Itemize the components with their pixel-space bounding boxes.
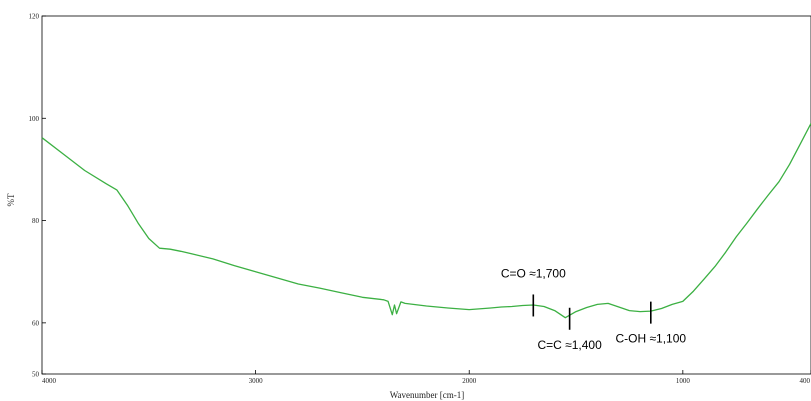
x-tick-label: 400 xyxy=(800,377,811,385)
series-layer xyxy=(41,123,811,319)
y-tick-label: 120 xyxy=(29,13,40,21)
y-tick-label: 60 xyxy=(32,319,40,327)
annotation-label: C=C ≈1,400 xyxy=(537,338,602,352)
x-axis-label: Wavenumber [cm-1] xyxy=(390,390,465,400)
y-tick-label: 80 xyxy=(32,217,40,225)
annotation-label: C-OH ≈1,100 xyxy=(615,332,686,346)
spectrum-line xyxy=(41,123,811,319)
y-axis-ticks: 50 60 80 100 120 xyxy=(29,13,46,379)
x-tick-label: 4000 xyxy=(42,377,57,385)
y-axis-label: %T xyxy=(6,193,16,206)
plot-frame xyxy=(41,15,811,375)
y-tick-label: 100 xyxy=(29,115,40,123)
x-axis-ticks: 4000 3000 2000 1000 400 xyxy=(41,370,811,385)
x-tick-label: 2000 xyxy=(462,377,477,385)
y-tick-label: 50 xyxy=(32,371,40,379)
x-tick-label: 1000 xyxy=(676,377,691,385)
x-tick-label: 3000 xyxy=(249,377,264,385)
annotation-layer: C=O ≈1,700 C=C ≈1,400 C-OH ≈1,100 xyxy=(501,266,687,351)
annotation-label: C=O ≈1,700 xyxy=(501,266,566,280)
